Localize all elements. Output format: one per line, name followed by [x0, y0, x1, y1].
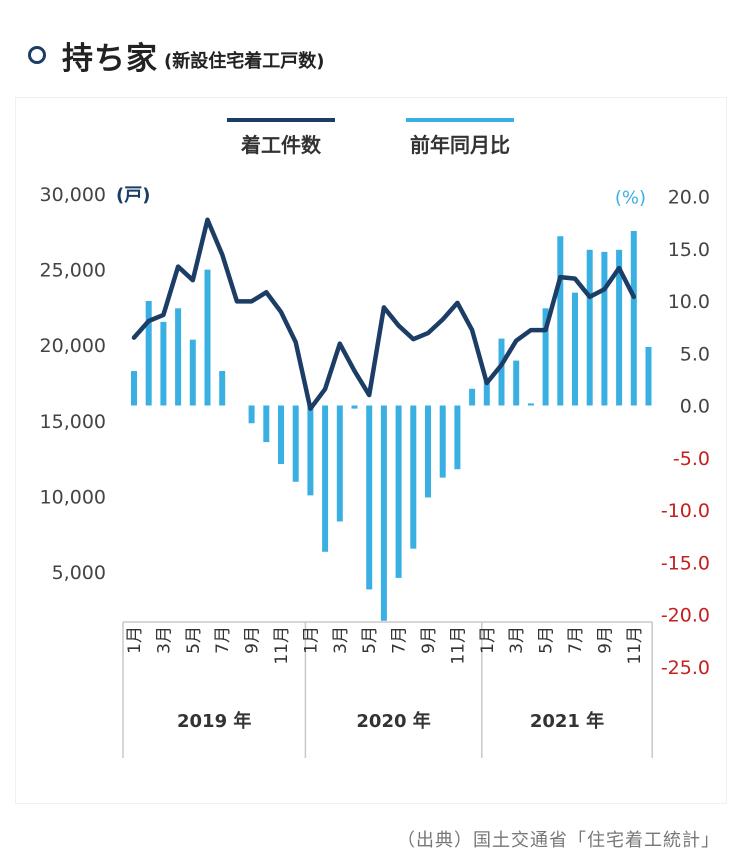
source-note: （出典）国土交通省「住宅着工統計」: [397, 826, 720, 852]
month-tick-label: 3月: [154, 626, 174, 654]
yoy-bar: [322, 406, 328, 552]
yoy-bar: [160, 322, 166, 406]
right-tick-label: -5.0: [673, 448, 710, 470]
right-tick-label: -15.0: [661, 552, 710, 574]
right-tick-label: -25.0: [661, 657, 710, 679]
yoy-bar: [557, 236, 563, 405]
yoy-bar: [410, 406, 416, 549]
yoy-bar: [469, 389, 475, 406]
left-axis-unit: (戸): [116, 185, 150, 206]
yoy-bar: [513, 361, 519, 406]
yoy-bar: [175, 308, 181, 405]
left-tick-label: 25,000: [40, 260, 106, 282]
yoy-bar: [572, 293, 578, 406]
month-tick-label: 3月: [507, 626, 527, 654]
yoy-bar: [249, 406, 255, 424]
month-tick-label: 1月: [478, 626, 498, 654]
yoy-bar: [131, 371, 137, 405]
month-tick-label: 5月: [184, 626, 204, 654]
yoy-bar: [190, 340, 196, 406]
month-tick-label: 9月: [243, 626, 263, 654]
chart-svg: 着工件数 前年同月比 30,000 25,000 20,000 15,000 10,000 5…: [16, 98, 726, 803]
month-tick-label: 5月: [537, 626, 557, 654]
chart-subtitle: (新設住宅着工戸数): [164, 47, 324, 73]
right-axis-unit: (%): [615, 188, 646, 209]
legend-label-yoy: 前年同月比: [410, 133, 510, 157]
month-tick-label: 9月: [595, 626, 615, 654]
month-tick-label: 11月: [272, 626, 292, 665]
yoy-bar: [146, 301, 152, 406]
legend-label-count: 着工件数: [240, 133, 322, 157]
month-tick-label: 9月: [419, 626, 439, 654]
left-tick-label: 5,000: [52, 562, 106, 584]
right-tick-label: -10.0: [661, 500, 710, 522]
month-tick-label: 1月: [125, 626, 145, 654]
yoy-bar: [631, 231, 637, 406]
left-tick-label: 20,000: [40, 335, 106, 357]
yoy-bar: [219, 371, 225, 405]
right-tick-label: 0.0: [680, 396, 710, 418]
right-tick-label: -20.0: [661, 605, 710, 627]
yoy-bar: [440, 406, 446, 478]
yoy-bar: [307, 406, 313, 496]
right-tick-label: 10.0: [668, 291, 710, 313]
yoy-bar: [601, 252, 607, 406]
yoy-bar: [381, 406, 387, 621]
yoy-bar: [499, 339, 505, 406]
month-tick-label: 1月: [301, 626, 321, 654]
chart-header: 持ち家 (新設住宅着工戸数): [28, 30, 324, 80]
yoy-bar: [263, 406, 269, 443]
yoy-bar: [278, 406, 284, 465]
yoy-bar: [646, 347, 652, 406]
month-tick-label: 7月: [213, 626, 233, 654]
left-tick-label: 15,000: [40, 411, 106, 433]
right-tick-label: 20.0: [668, 187, 710, 209]
left-tick-label: 10,000: [40, 486, 106, 508]
yoy-bar: [528, 403, 534, 405]
month-tick-label: 11月: [625, 626, 645, 665]
month-tick-label: 3月: [331, 626, 351, 654]
month-tick-label: 11月: [448, 626, 468, 665]
year-label: 2020 年: [356, 710, 430, 732]
yoy-bar: [366, 406, 372, 590]
year-label: 2021 年: [530, 710, 604, 732]
left-tick-label: 30,000: [40, 184, 106, 206]
yoy-bar: [587, 250, 593, 406]
chart-title: 持ち家: [62, 33, 158, 78]
chart-panel: 着工件数 前年同月比 30,000 25,000 20,000 15,000 10,000 5…: [16, 98, 726, 803]
yoy-bar: [205, 270, 211, 406]
right-tick-label: 15.0: [668, 239, 710, 261]
yoy-bar: [425, 406, 431, 498]
yoy-bar: [293, 406, 299, 482]
yoy-bar: [454, 406, 460, 470]
month-tick-label: 7月: [390, 626, 410, 654]
month-tick-label: 7月: [566, 626, 586, 654]
year-label: 2019 年: [177, 710, 251, 732]
yoy-bar: [337, 406, 343, 522]
right-tick-label: 5.0: [680, 343, 710, 365]
month-tick-label: 5月: [360, 626, 380, 654]
circle-bullet-icon: [28, 46, 46, 64]
yoy-bar: [352, 406, 358, 409]
yoy-bar: [396, 406, 402, 578]
